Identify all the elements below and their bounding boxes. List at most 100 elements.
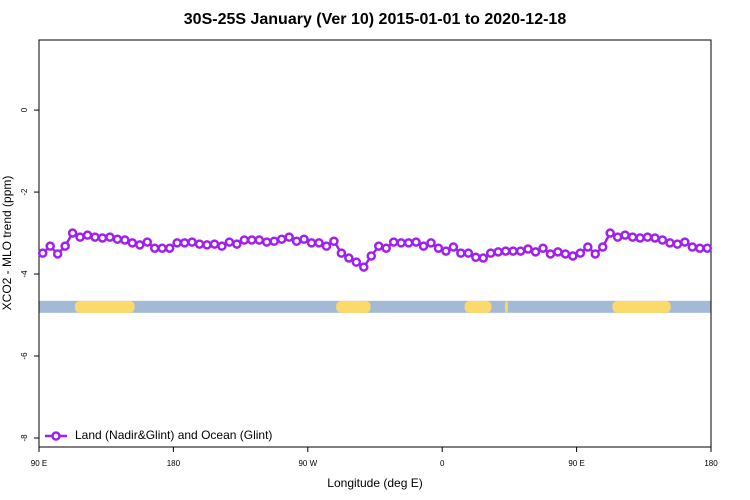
data-point	[105, 232, 115, 242]
y-tick-label: -8	[20, 434, 29, 442]
data-point	[471, 252, 481, 262]
data-point	[157, 243, 167, 253]
data-point	[493, 247, 503, 257]
data-point	[680, 237, 690, 247]
data-point	[612, 232, 623, 242]
data-point	[373, 241, 384, 251]
y-tick-label: -4	[20, 270, 29, 278]
data-point	[239, 235, 250, 245]
data-point	[560, 249, 571, 259]
data-point	[336, 248, 347, 258]
data-point	[351, 257, 362, 267]
plot-frame	[38, 39, 712, 448]
data-point	[247, 235, 257, 245]
data-point	[597, 242, 608, 252]
data-point	[276, 234, 287, 244]
data-point	[127, 238, 138, 248]
data-point	[635, 233, 645, 243]
data-point	[553, 247, 563, 257]
data-point	[583, 242, 593, 252]
y-tick-label: 0	[20, 107, 29, 112]
data-point	[209, 239, 220, 249]
data-point	[433, 243, 444, 253]
data-point	[314, 238, 324, 248]
data-point	[45, 241, 55, 251]
data-point	[135, 240, 145, 250]
data-point	[485, 248, 496, 258]
data-point	[657, 235, 668, 245]
data-point	[695, 243, 705, 253]
data-point	[575, 248, 586, 258]
data-point	[67, 228, 78, 238]
x-tick-label: 180	[167, 459, 181, 468]
data-point	[291, 236, 302, 246]
data-point	[37, 248, 48, 258]
data-point	[568, 251, 578, 261]
x-tick-label: 90 E	[568, 459, 584, 468]
data-point	[650, 233, 660, 243]
data-point	[194, 239, 205, 249]
data-point	[172, 238, 182, 248]
data-point	[52, 249, 63, 259]
land-segment	[74, 300, 135, 313]
data-point	[418, 241, 429, 251]
data-point	[605, 228, 615, 238]
data-point	[359, 262, 369, 272]
land-segment	[504, 300, 508, 313]
data-point	[538, 243, 548, 253]
chart-title: 30S-25S January (Ver 10) 2015-01-01 to 2…	[184, 11, 567, 28]
data-point	[665, 238, 675, 248]
data-point	[523, 244, 533, 254]
data-point	[411, 237, 421, 247]
data-point	[366, 251, 377, 261]
data-point	[530, 247, 541, 257]
data-point	[642, 232, 653, 242]
data-point	[60, 241, 70, 251]
data-point	[112, 234, 123, 244]
data-point	[217, 241, 227, 251]
data-point	[321, 241, 332, 251]
data-point	[261, 237, 272, 247]
data-point	[590, 249, 601, 259]
land-segment	[612, 300, 671, 313]
data-point	[620, 230, 630, 240]
data-point	[388, 237, 399, 247]
data-point	[164, 243, 175, 253]
data-point	[299, 234, 309, 244]
data-point	[381, 243, 391, 253]
ocean-band	[39, 300, 711, 313]
data-point	[306, 238, 317, 248]
data-point	[202, 240, 212, 250]
y-tick-label: -2	[20, 188, 29, 196]
data-point	[224, 237, 235, 247]
x-tick-label: 0	[440, 459, 445, 468]
data-point	[456, 248, 466, 258]
data-point	[120, 235, 130, 245]
data-point	[545, 249, 556, 259]
data-point	[515, 246, 526, 256]
data-point	[478, 253, 489, 263]
legend-marker	[51, 431, 61, 441]
x-tick-label: 90 W	[298, 459, 317, 468]
data-point	[500, 246, 511, 256]
data-point	[441, 246, 451, 256]
data-point	[82, 230, 93, 240]
legend-label: Land (Nadir&Glint) and Ocean (Glint)	[75, 428, 272, 442]
y-tick-label: -6	[20, 352, 29, 360]
data-point	[426, 238, 436, 248]
data-point	[232, 239, 242, 249]
data-point	[142, 237, 153, 247]
data-point	[329, 236, 339, 246]
x-tick-label: 90 E	[31, 459, 47, 468]
data-point	[187, 237, 197, 247]
data-point	[97, 233, 108, 243]
data-point	[403, 238, 414, 248]
data-point	[75, 232, 85, 242]
land-segment	[464, 300, 492, 313]
data-point	[463, 248, 474, 258]
x-axis-label: Longitude (deg E)	[327, 476, 422, 490]
y-axis-label: XCO2 - MLO trend (ppm)	[0, 176, 14, 311]
data-point	[179, 238, 190, 248]
data-point	[627, 232, 638, 242]
